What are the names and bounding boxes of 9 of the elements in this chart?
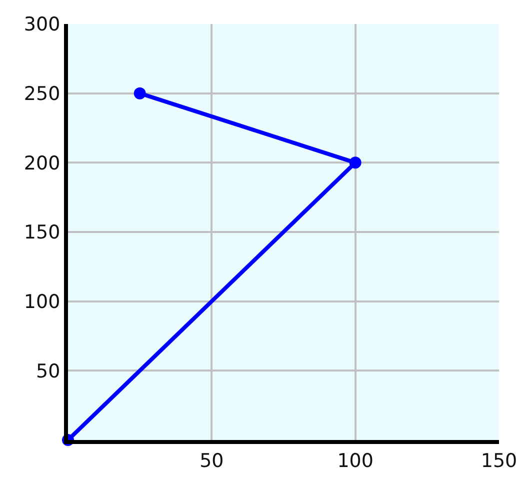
y-tick-label: 150 [24,222,60,244]
y-tick-label: 200 [24,152,60,174]
y-tick-label: 100 [24,290,60,313]
y-tick-label: 250 [24,82,60,105]
x-tick-label: 150 [480,450,518,472]
x-tick-label: 50 [200,450,224,472]
y-tick-label: 50 [36,360,60,382]
x-tick-label: 100 [337,450,374,472]
y-tick-label: 300 [24,14,60,36]
